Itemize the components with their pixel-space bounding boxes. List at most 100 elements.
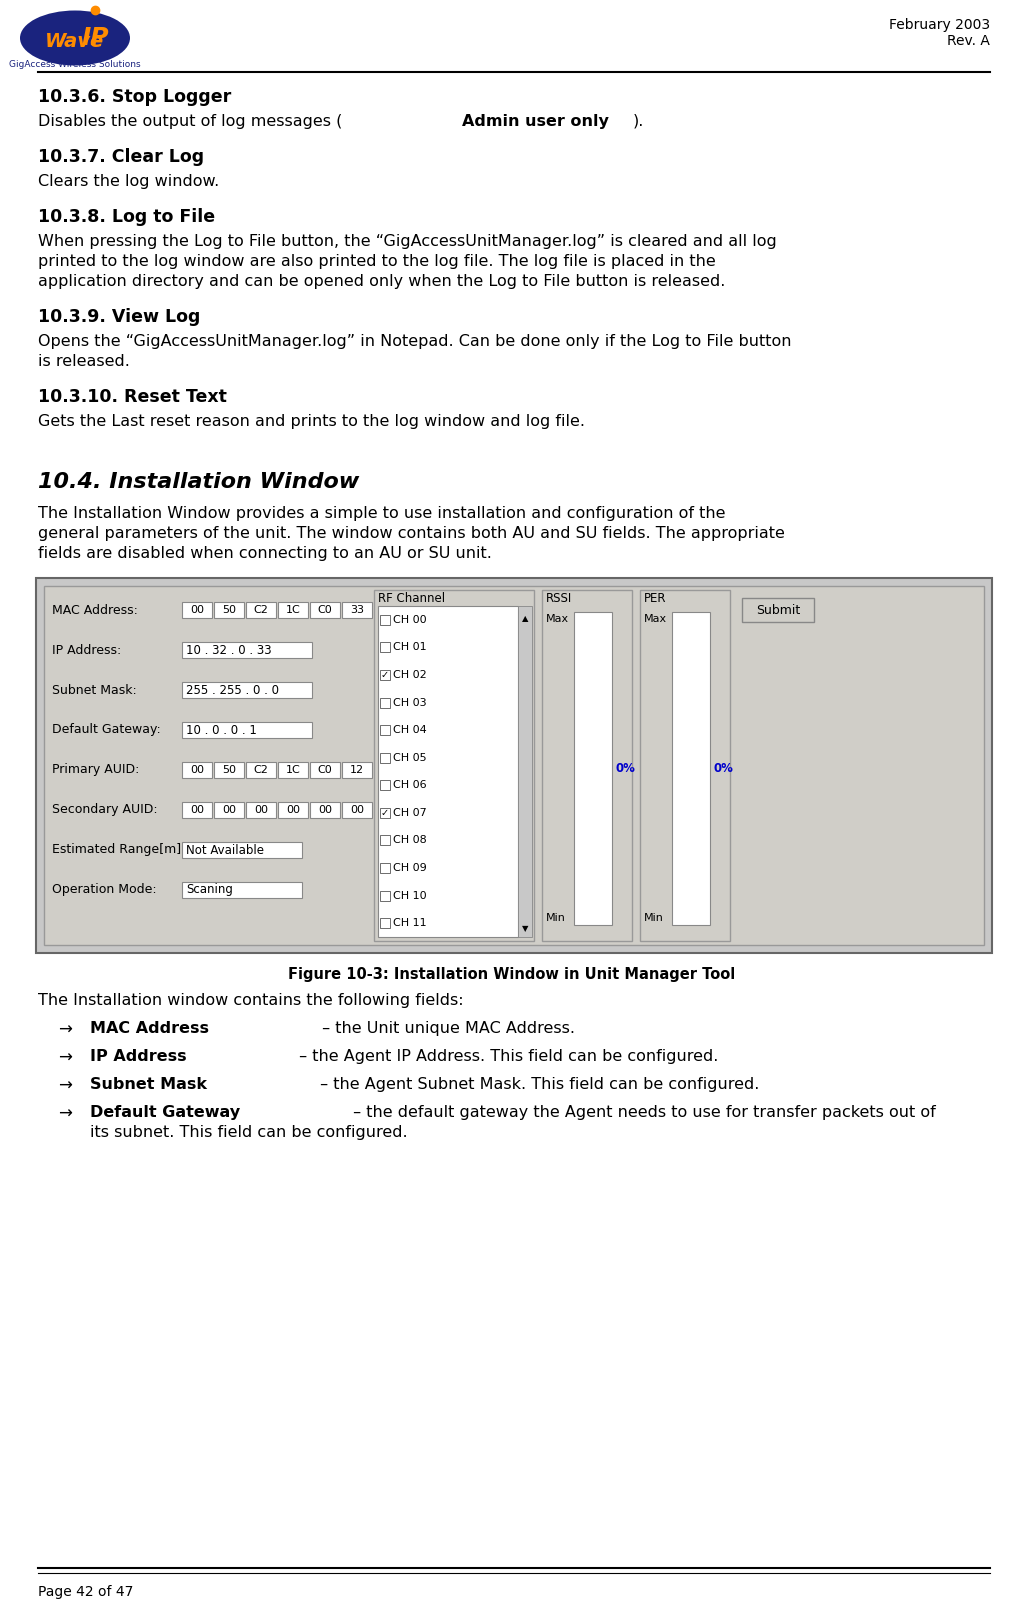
Text: C0: C0 <box>317 765 333 775</box>
Text: Rev. A: Rev. A <box>947 34 990 48</box>
Text: CH 02: CH 02 <box>393 670 427 680</box>
Text: Max: Max <box>644 614 667 624</box>
FancyBboxPatch shape <box>246 802 276 818</box>
Text: CH 06: CH 06 <box>393 781 427 791</box>
Text: 00: 00 <box>222 805 236 815</box>
Text: C2: C2 <box>254 604 268 615</box>
Text: CH 08: CH 08 <box>393 836 427 845</box>
Text: Estimated Range[m]:: Estimated Range[m]: <box>52 844 185 857</box>
Text: 255 . 255 . 0 . 0: 255 . 255 . 0 . 0 <box>186 683 279 696</box>
Text: →: → <box>58 1049 72 1067</box>
FancyBboxPatch shape <box>246 603 276 619</box>
Text: Scaning: Scaning <box>186 884 232 897</box>
Text: C0: C0 <box>317 604 333 615</box>
Text: 33: 33 <box>350 604 364 615</box>
FancyBboxPatch shape <box>182 802 212 818</box>
Text: Subnet Mask: Subnet Mask <box>90 1077 207 1093</box>
Text: Gets the Last reset reason and prints to the log window and log file.: Gets the Last reset reason and prints to… <box>38 415 585 429</box>
Text: 10.4. Installation Window: 10.4. Installation Window <box>38 472 359 492</box>
Text: – the Agent IP Address. This field can be configured.: – the Agent IP Address. This field can b… <box>294 1049 719 1064</box>
Text: 10.3.7. Clear Log: 10.3.7. Clear Log <box>38 148 204 166</box>
Text: ).: ). <box>633 114 644 129</box>
FancyBboxPatch shape <box>378 606 518 937</box>
Text: C2: C2 <box>254 765 268 775</box>
FancyBboxPatch shape <box>342 802 372 818</box>
Text: →: → <box>58 1077 72 1094</box>
FancyBboxPatch shape <box>380 890 390 900</box>
Text: RF Channel: RF Channel <box>378 591 445 604</box>
FancyBboxPatch shape <box>182 842 302 858</box>
Text: 00: 00 <box>190 765 204 775</box>
Text: 00: 00 <box>190 805 204 815</box>
FancyBboxPatch shape <box>380 643 390 652</box>
Text: The Installation Window provides a simple to use installation and configuration : The Installation Window provides a simpl… <box>38 506 725 521</box>
Text: 00: 00 <box>254 805 268 815</box>
Text: 00: 00 <box>190 604 204 615</box>
FancyBboxPatch shape <box>214 802 244 818</box>
Text: Clears the log window.: Clears the log window. <box>38 174 219 190</box>
Text: Not Available: Not Available <box>186 844 264 857</box>
FancyBboxPatch shape <box>342 603 372 619</box>
Text: Default Gateway: Default Gateway <box>90 1106 240 1120</box>
FancyBboxPatch shape <box>36 579 992 953</box>
Text: 12: 12 <box>350 765 365 775</box>
FancyBboxPatch shape <box>380 725 390 734</box>
Text: IP Address: IP Address <box>90 1049 186 1064</box>
Text: CH 11: CH 11 <box>393 918 427 929</box>
FancyBboxPatch shape <box>380 781 390 791</box>
Text: Max: Max <box>546 614 569 624</box>
Text: GigAccess Wireless Solutions: GigAccess Wireless Solutions <box>9 59 141 69</box>
Text: IP Address:: IP Address: <box>52 643 121 657</box>
FancyBboxPatch shape <box>310 762 340 778</box>
Text: CH 07: CH 07 <box>393 808 427 818</box>
FancyBboxPatch shape <box>310 802 340 818</box>
Text: CH 05: CH 05 <box>393 752 427 763</box>
Text: Wave: Wave <box>45 32 104 51</box>
Text: ✓: ✓ <box>381 808 389 818</box>
FancyBboxPatch shape <box>640 590 730 942</box>
Text: general parameters of the unit. The window contains both AU and SU fields. The a: general parameters of the unit. The wind… <box>38 525 784 542</box>
FancyBboxPatch shape <box>278 603 308 619</box>
Text: 00: 00 <box>318 805 332 815</box>
Text: 50: 50 <box>222 765 236 775</box>
Text: Min: Min <box>546 913 566 922</box>
Text: 10 . 32 . 0 . 33: 10 . 32 . 0 . 33 <box>186 643 271 657</box>
FancyBboxPatch shape <box>182 882 302 898</box>
Text: 10 . 0 . 0 . 1: 10 . 0 . 0 . 1 <box>186 723 257 736</box>
FancyBboxPatch shape <box>542 590 632 942</box>
FancyBboxPatch shape <box>742 598 814 622</box>
Text: Subnet Mask:: Subnet Mask: <box>52 683 137 696</box>
FancyBboxPatch shape <box>380 670 390 680</box>
Text: When pressing the Log to File button, the “GigAccessUnitManager.log” is cleared : When pressing the Log to File button, th… <box>38 235 777 249</box>
FancyBboxPatch shape <box>246 762 276 778</box>
Text: Min: Min <box>644 913 664 922</box>
Text: Disables the output of log messages (: Disables the output of log messages ( <box>38 114 342 129</box>
Text: 10.3.9. View Log: 10.3.9. View Log <box>38 309 201 326</box>
FancyBboxPatch shape <box>672 612 710 926</box>
Text: 1C: 1C <box>286 604 300 615</box>
FancyBboxPatch shape <box>380 863 390 873</box>
Text: its subnet. This field can be configured.: its subnet. This field can be configured… <box>90 1125 408 1139</box>
Text: Opens the “GigAccessUnitManager.log” in Notepad. Can be done only if the Log to : Opens the “GigAccessUnitManager.log” in … <box>38 334 792 349</box>
Text: Admin user only: Admin user only <box>462 114 608 129</box>
Text: Figure 10-3: Installation Window in Unit Manager Tool: Figure 10-3: Installation Window in Unit… <box>289 967 735 982</box>
FancyBboxPatch shape <box>182 722 312 738</box>
FancyBboxPatch shape <box>574 612 612 926</box>
FancyBboxPatch shape <box>182 762 212 778</box>
Ellipse shape <box>20 11 130 66</box>
Text: MAC Address: MAC Address <box>90 1020 209 1037</box>
Text: 50: 50 <box>222 604 236 615</box>
Text: 1C: 1C <box>286 765 300 775</box>
Text: Operation Mode:: Operation Mode: <box>52 884 157 897</box>
Text: – the default gateway the Agent needs to use for transfer packets out of: – the default gateway the Agent needs to… <box>348 1106 936 1120</box>
FancyBboxPatch shape <box>182 681 312 697</box>
Text: Submit: Submit <box>756 604 800 617</box>
Text: Secondary AUID:: Secondary AUID: <box>52 804 158 816</box>
Text: is released.: is released. <box>38 354 130 370</box>
Text: →: → <box>58 1106 72 1123</box>
Text: CH 01: CH 01 <box>393 643 427 652</box>
FancyBboxPatch shape <box>380 918 390 929</box>
FancyBboxPatch shape <box>380 836 390 845</box>
Text: 10.3.10. Reset Text: 10.3.10. Reset Text <box>38 387 227 407</box>
Text: 00: 00 <box>350 805 364 815</box>
